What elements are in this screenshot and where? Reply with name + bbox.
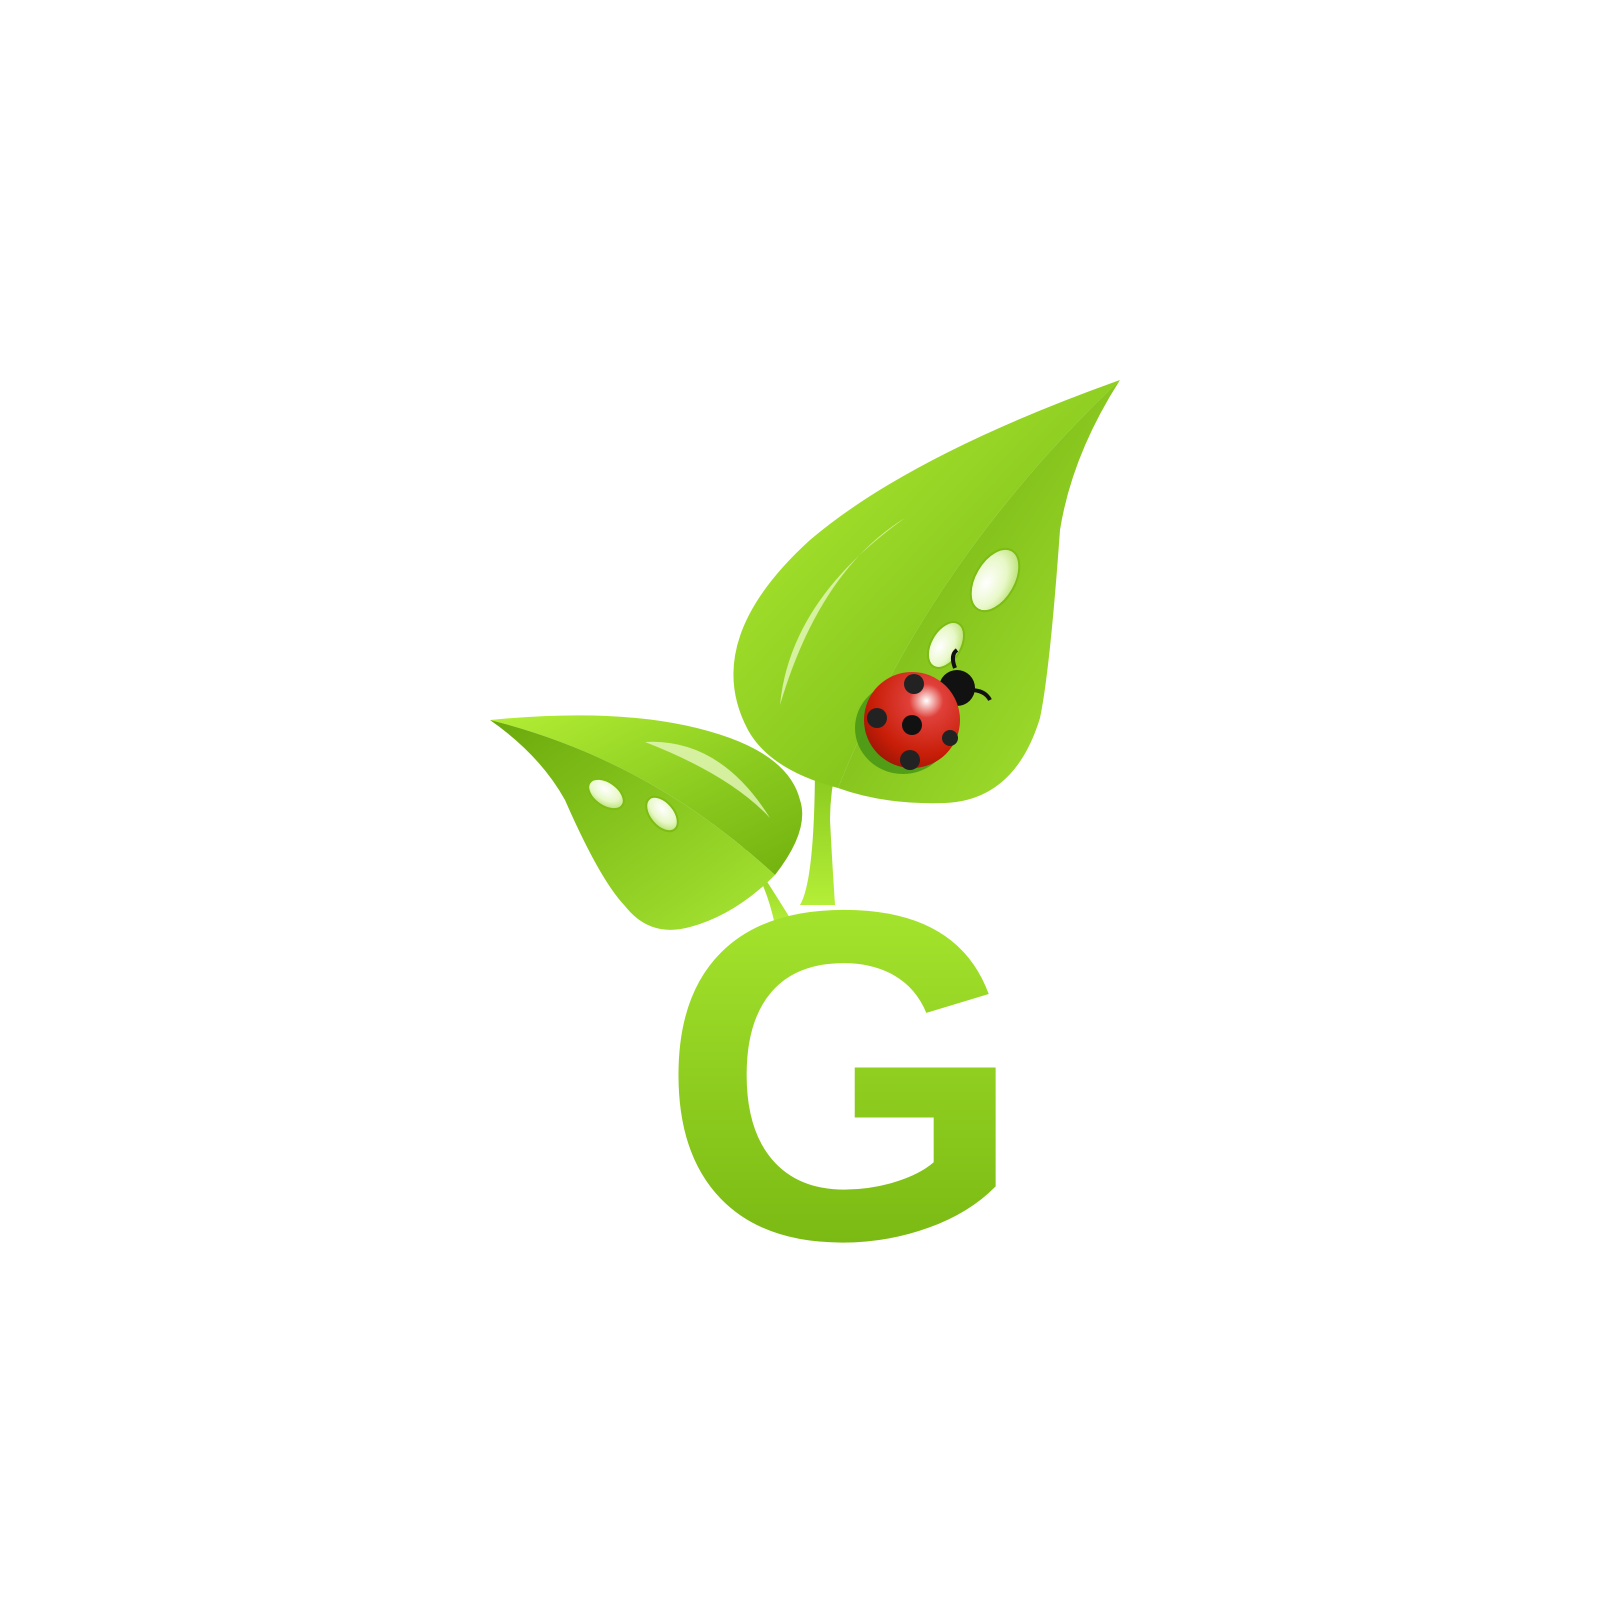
ladybug-antenna [969, 688, 992, 702]
stem-right [800, 760, 838, 905]
left-leaf-bottom [490, 720, 775, 930]
ladybug-icon [855, 648, 992, 774]
right-leaf-left [733, 380, 1120, 788]
left-leaf-highlight [645, 741, 770, 818]
leaf-icon [490, 715, 803, 930]
water-drop-icon [645, 795, 679, 833]
water-drop-icon [969, 547, 1021, 613]
logo-letter: G [659, 813, 1025, 1338]
left-leaf-top [490, 715, 803, 875]
water-drop-icon [587, 777, 625, 811]
ladybug-antenna [950, 648, 959, 669]
